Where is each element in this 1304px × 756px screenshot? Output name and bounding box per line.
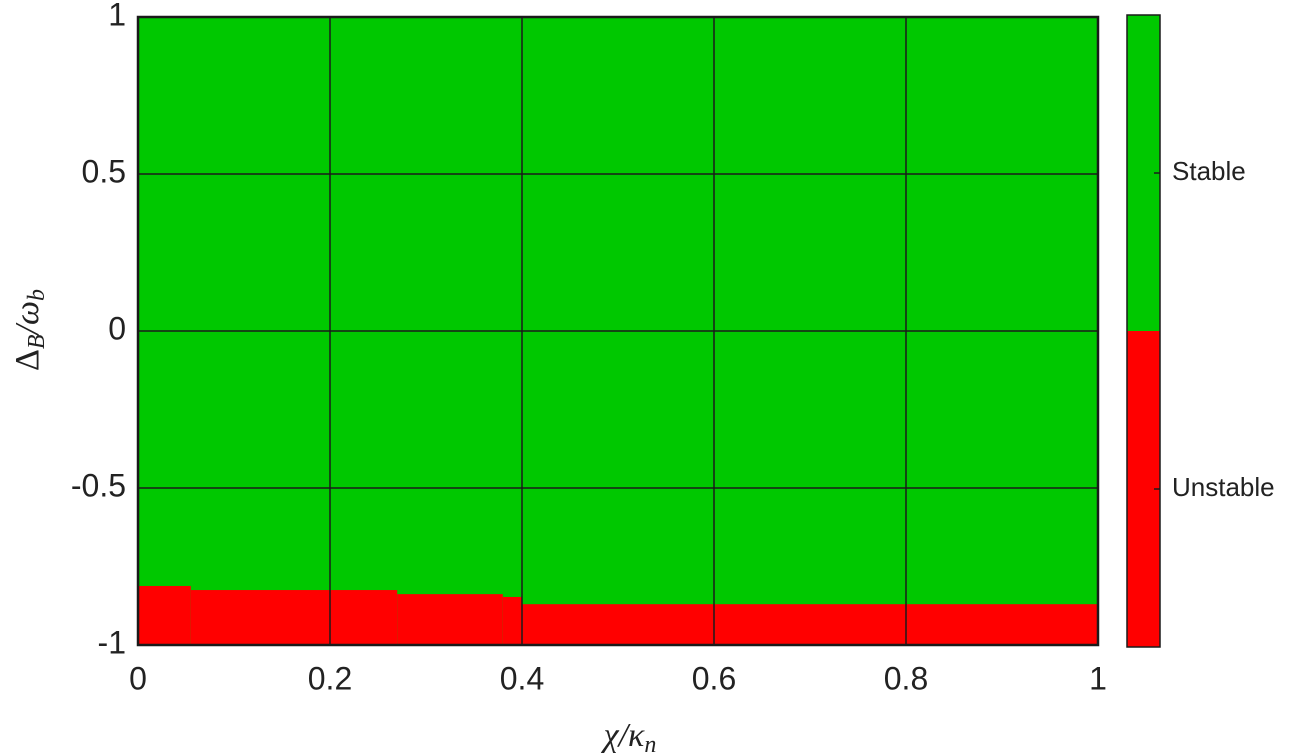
y-label-part: Δ (9, 349, 46, 371)
y-tick-label: 0 (108, 310, 126, 346)
y-tick-label: 0.5 (82, 153, 126, 189)
unstable-region (522, 604, 1098, 645)
x-tick-label: 0.8 (884, 660, 928, 696)
x-tick-label: 0.4 (500, 660, 544, 696)
colorbar-frame (1126, 14, 1161, 648)
y-label-part: /ω (9, 301, 46, 336)
legend-label: Stable (1172, 156, 1246, 186)
y-tick-label: 1 (108, 0, 126, 32)
x-tick-label: 1 (1089, 660, 1107, 696)
y-tick-label: -0.5 (71, 467, 126, 503)
unstable-region (502, 596, 522, 645)
y-label-sub: b (24, 289, 50, 301)
x-label-part: χ/κ (601, 717, 645, 754)
x-axis-label: χ/κn (601, 717, 657, 756)
y-label-sub: B (24, 334, 50, 349)
x-tick-label: 0.2 (308, 660, 352, 696)
y-tick-label: -1 (98, 624, 126, 660)
x-label-sub: n (644, 732, 656, 756)
x-tick-label: 0 (129, 660, 147, 696)
unstable-region (190, 590, 398, 645)
plot-frame (136, 15, 1100, 647)
x-tick-label: 0.6 (692, 660, 736, 696)
unstable-region (397, 594, 503, 645)
unstable-region (138, 585, 191, 645)
y-axis-label: ΔB/ωb (9, 289, 50, 371)
legend-label: Unstable (1172, 472, 1275, 502)
